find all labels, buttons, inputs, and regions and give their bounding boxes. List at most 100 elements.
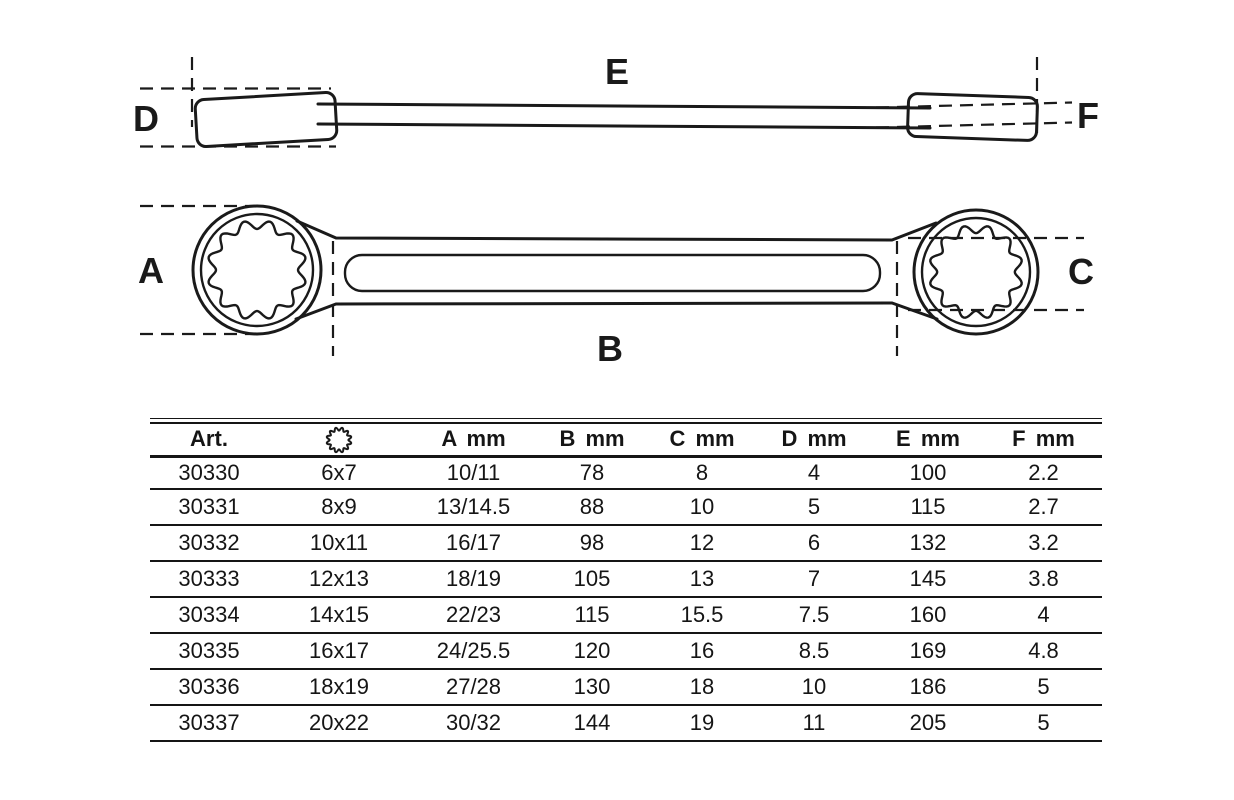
dimension-label-f: F [1077, 95, 1099, 136]
side-view: D E F [133, 51, 1099, 148]
table-cell: 130 [537, 668, 647, 706]
left-ring-inner [199, 212, 315, 328]
table-cell: 15.5 [647, 596, 757, 634]
table-cell: 16 [647, 632, 757, 670]
side-right-head [906, 92, 1039, 142]
table-cell: 30333 [150, 560, 268, 598]
table-cell: 145 [871, 560, 985, 598]
table-cell: 132 [871, 524, 985, 562]
side-left-head [193, 91, 339, 148]
table-cell: 30/32 [445, 709, 502, 735]
table-cell: 5 [757, 488, 871, 526]
table-row: 30335 16x17 24/25.5 120 16 8.5 169 4.8 [150, 632, 1102, 670]
table-cell: 88 [537, 488, 647, 526]
table-cell: 16/17 [410, 524, 537, 562]
right-ring-outer [912, 208, 1040, 336]
table-row: 30332 10x11 16/17 98 12 6 132 3.2 [150, 524, 1102, 562]
table-cell: 115 [871, 488, 985, 526]
table-row: 30336 18x19 27/28 130 18 10 186 5 [150, 668, 1102, 706]
dim-f-top-guide [875, 101, 1073, 109]
table-cell: 12 [647, 524, 757, 562]
table-cell: 30332 [150, 524, 268, 562]
dimension-label-d: D [133, 98, 159, 139]
col-header-e: E mm [871, 422, 985, 458]
table-body: 30330 6x7 10/11 78 8 4 100 2.2 30331 8x9 13/14.5 88… [150, 456, 1102, 741]
shaft-bottom-edge [294, 301, 939, 321]
table-row: 30337 20x22 30/32 144 19 11 205 5 [150, 705, 1102, 741]
table-cell: 4 [985, 596, 1102, 634]
table-cell: 186 [871, 668, 985, 706]
table-cell: 30334 [150, 596, 268, 634]
left-ring-outer [191, 204, 323, 336]
table-cell: 18/19 [410, 560, 537, 598]
dimensions-table: Art. A mm B mm C mm D mm E mm F mm 30330… [150, 421, 1102, 742]
top-view: A B C [138, 204, 1094, 369]
table-cell: 10/11 [410, 456, 537, 490]
wrench-technical-drawing: D E F A B C [133, 51, 1099, 369]
dimension-label-c: C [1068, 251, 1094, 292]
table-cell: 8x9 [268, 488, 410, 526]
table-cell: 18 [647, 668, 757, 706]
table-row: 30333 12x13 18/19 105 13 7 145 3.8 [150, 560, 1102, 598]
table-cell: 4.8 [985, 632, 1102, 670]
table-cell: 27/28 [410, 668, 537, 706]
col-header-f: F mm [985, 422, 1102, 458]
table-cell: 13 [647, 560, 757, 598]
right-ring-12pt-profile [929, 225, 1023, 319]
dimension-label-a: A [138, 250, 164, 291]
shaft-groove [343, 253, 882, 293]
table-cell: 24/25.5 [410, 632, 537, 670]
right-ring-inner [920, 216, 1032, 328]
table-cell: 6 [757, 524, 871, 562]
col-header-size [268, 422, 410, 458]
table-cell: 8 [647, 456, 757, 490]
table-cell: 120 [537, 632, 647, 670]
table-cell: 3.2 [985, 524, 1102, 562]
table-cell: 3.8 [985, 560, 1102, 598]
table-cell: 144 [573, 709, 611, 735]
table-cell: 22/23 [410, 596, 537, 634]
col-header-d: D mm [757, 422, 871, 458]
table-cell: 160 [871, 596, 985, 634]
table-cell: 2.7 [985, 488, 1102, 526]
col-header-b: B mm [537, 422, 647, 458]
dim-f-bottom-guide [875, 121, 1073, 129]
table-row: 30330 6x7 10/11 78 8 4 100 2.2 [150, 456, 1102, 490]
shaft-top-edge [295, 219, 938, 242]
table-cell: 10 [647, 488, 757, 526]
table-cell: 11 [802, 709, 826, 735]
table-header-row: Art. A mm B mm C mm D mm E mm F mm [150, 422, 1102, 458]
table-cell: 20x22 [309, 709, 369, 735]
left-ring-12pt-profile [207, 220, 307, 320]
table-cell: 14x15 [268, 596, 410, 634]
table-cell: 205 [909, 709, 947, 735]
dimension-label-b: B [597, 328, 623, 369]
table-cell: 7 [757, 560, 871, 598]
table-cell: 4 [757, 456, 871, 490]
12-point-profile-icon [325, 426, 353, 453]
side-shaft-bottom-edge [316, 122, 932, 130]
table-cell: 169 [871, 632, 985, 670]
table-cell: 12x13 [268, 560, 410, 598]
table-cell: 10x11 [268, 524, 410, 562]
table-cell: 115 [537, 596, 647, 634]
col-header-c: C mm [647, 422, 757, 458]
table-cell: 5 [985, 668, 1102, 706]
table-cell: 8.5 [757, 632, 871, 670]
table-row: 30331 8x9 13/14.5 88 10 5 115 2.7 [150, 488, 1102, 526]
table-cell: 30337 [178, 709, 240, 735]
col-header-a: A mm [410, 422, 537, 458]
table-cell: 10 [757, 668, 871, 706]
table-cell: 16x17 [268, 632, 410, 670]
table-cell: 98 [537, 524, 647, 562]
side-shaft-top-edge [316, 102, 932, 110]
table-cell: 30331 [150, 488, 268, 526]
table-cell: 105 [537, 560, 647, 598]
table-cell: 30335 [150, 632, 268, 670]
table-cell: 6x7 [268, 456, 410, 490]
col-header-art: Art. [150, 422, 268, 458]
table-cell: 30330 [150, 456, 268, 490]
table-cell: 5 [1037, 709, 1050, 735]
table-cell: 7.5 [757, 596, 871, 634]
table-cell: 30336 [150, 668, 268, 706]
